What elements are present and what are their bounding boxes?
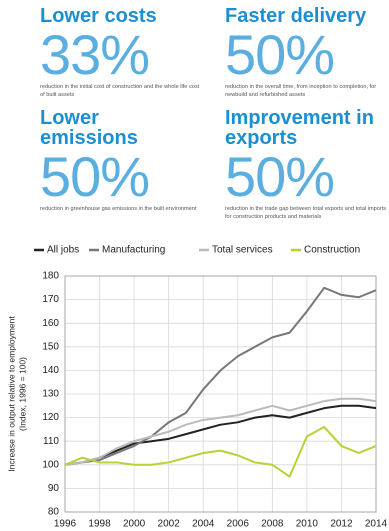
stat-description: reduction in the trade gap between total… (225, 206, 387, 220)
y-tick-label: 130 (42, 389, 59, 400)
x-tick-label: 1996 (54, 519, 77, 530)
y-axis-label: Increase in output relative to employmen… (6, 316, 16, 472)
x-tick-label: 2006 (227, 519, 250, 530)
y-axis-label-note: (Index, 1996 = 100) (17, 357, 27, 431)
x-tick-label: 2008 (261, 519, 284, 530)
stat-figure: 33% (40, 23, 150, 86)
y-tick-label: 150 (42, 341, 59, 352)
stat: Lower emissions 50% reduction in greenho… (40, 107, 196, 214)
series-line (64, 286, 377, 466)
plot-frame (64, 275, 377, 513)
stat-description: reduction in greenhouse gas emissions in… (40, 206, 197, 212)
chart: 80 90 100 110 120 130 140 150 160 170 180 1996 1998 2… (6, 245, 388, 530)
y-tick-label: 170 (42, 294, 59, 305)
x-tick-label: 2004 (192, 519, 215, 530)
stat-figure: 50% (225, 145, 335, 208)
x-tick-label: 2010 (296, 519, 319, 530)
stat-heading: Lower emissions (40, 107, 138, 149)
stat-description: reduction in the overall time, from ince… (225, 84, 377, 98)
x-tick-label: 1998 (88, 519, 111, 530)
stat: Improvement in exports 50% reduction in … (225, 107, 386, 221)
y-tick-label: 90 (48, 483, 60, 494)
stat-figure: 50% (225, 23, 335, 86)
x-tick-label: 2002 (158, 519, 181, 530)
series-line (64, 426, 377, 478)
legend-label: Total services (212, 245, 273, 256)
legend-label: Construction (304, 245, 360, 256)
y-tick-label: 140 (42, 365, 59, 376)
y-tick-label: 100 (42, 459, 59, 470)
y-tick-label: 110 (43, 436, 59, 447)
x-tick-label: 2012 (330, 519, 353, 530)
stat: Lower costs 33% reduction in the initial… (40, 6, 220, 99)
y-tick-label: 160 (42, 318, 59, 329)
legend-label: All jobs (47, 245, 79, 256)
y-tick-label: 120 (42, 412, 59, 423)
stat-heading: Improvement in exports (225, 107, 374, 149)
y-tick-label: 180 (42, 271, 59, 282)
series-line (64, 397, 377, 466)
stat: Faster delivery 50% reduction in the ove… (225, 6, 389, 99)
stat-figure: 50% (40, 145, 150, 208)
x-tick-label: 2000 (123, 519, 146, 530)
stat-description: reduction in the initial cost of constru… (40, 84, 200, 98)
series-line (64, 404, 377, 466)
x-tick-label: 2014 (365, 519, 388, 530)
legend-label: Manufacturing (102, 245, 165, 256)
y-tick-label: 80 (48, 507, 60, 518)
stat-heading: Faster delivery (225, 5, 367, 27)
stat-heading: Lower costs (40, 5, 157, 27)
